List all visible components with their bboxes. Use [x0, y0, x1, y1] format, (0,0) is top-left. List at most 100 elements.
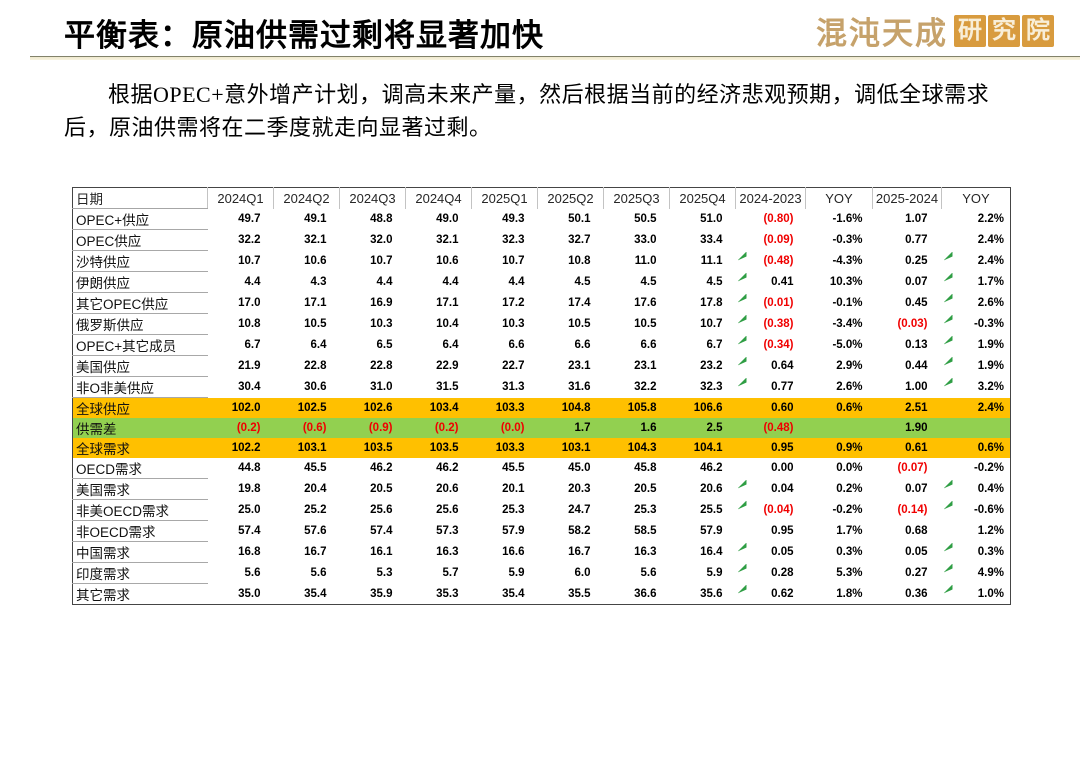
cell-value: 1.7% [977, 276, 1004, 288]
table-cell: 103.4 [405, 397, 472, 418]
table-cell: 1.0% [942, 584, 1011, 605]
table-cell: 45.0 [538, 458, 604, 479]
cell-value: 20.3 [568, 483, 591, 495]
table-cell: 51.0 [670, 209, 736, 230]
cell-value: 102.2 [231, 442, 261, 454]
table-cell: 16.3 [604, 542, 670, 563]
cell-value: 2.2% [977, 213, 1004, 225]
table-cell: 11.0 [604, 251, 670, 272]
row-label: OPEC+供应 [72, 208, 208, 230]
table-cell: 4.5 [604, 272, 670, 293]
row-label: 全球供应 [72, 397, 208, 418]
table-row: 供需差 (0.2) (0.6) (0.9) (0.2) (0.0) 1.7 1.6 2.5 (0.… [72, 418, 1011, 438]
cell-value: 10.3% [829, 276, 863, 288]
table-cell: 0.44 [873, 356, 942, 377]
cell-value: 17.1 [304, 297, 327, 309]
cell-value: 51.0 [700, 213, 723, 225]
table-cell: 20.5 [604, 479, 670, 500]
table-cell: 103.3 [471, 397, 538, 418]
table-cell: 0.4% [942, 479, 1011, 500]
cell-value: 49.3 [502, 213, 525, 225]
row-label: 供需差 [72, 418, 208, 438]
cell-value: 31.0 [370, 381, 393, 393]
cell-value: 6.7 [244, 339, 261, 351]
table-cell: (0.0) [471, 418, 538, 438]
green-flag-icon [943, 251, 953, 261]
cell-value: 50.1 [568, 213, 591, 225]
cell-value: 1.2% [977, 525, 1004, 537]
cell-value: 0.44 [905, 360, 928, 372]
table-cell: 104.3 [603, 438, 670, 458]
table-cell: 0.60 [735, 397, 806, 418]
cell-value: 25.3 [634, 504, 657, 516]
cell-value: 23.2 [700, 360, 723, 372]
cell-value: 1.7% [836, 525, 863, 537]
table-cell: 31.3 [472, 377, 538, 398]
cell-value: 25.5 [700, 504, 723, 516]
cell-value: 0.07 [905, 483, 928, 495]
table-cell: 0.9% [805, 438, 873, 458]
table-cell: 10.8 [538, 251, 604, 272]
table-cell: 16.9 [340, 293, 406, 314]
cell-value: 32.0 [370, 234, 393, 246]
cell-value: 10.8 [238, 318, 261, 330]
logo-suffix-char: 研 [954, 14, 986, 47]
cell-value: 23.1 [634, 360, 657, 372]
table-cell: 4.5 [538, 272, 604, 293]
cell-value: 0.41 [771, 276, 794, 288]
cell-value: 58.5 [634, 525, 657, 537]
cell-value: 0.3% [977, 546, 1004, 558]
table-cell: 35.9 [340, 584, 406, 605]
table-cell: 103.1 [537, 438, 604, 458]
table-cell: 31.5 [406, 377, 472, 398]
cell-value: 2.4% [977, 234, 1004, 246]
table-cell: 103.5 [339, 438, 406, 458]
table-cell: 45.5 [472, 458, 538, 479]
table-cell: -0.2% [942, 458, 1011, 479]
row-label: OECD需求 [72, 458, 208, 479]
cell-value: 4.5 [706, 276, 723, 288]
table-cell: 0.25 [873, 251, 942, 272]
cell-value: 0.4% [977, 483, 1004, 495]
green-flag-icon [737, 356, 747, 366]
table-cell: 0.3% [806, 542, 873, 563]
cell-value: 25.2 [304, 504, 327, 516]
table-cell: 0.6% [941, 438, 1011, 458]
balance-table: 日期 2024Q1 2024Q2 2024Q3 2024Q4 2025Q1 2025Q2 20… [72, 187, 1011, 605]
table-cell: 1.7% [806, 521, 873, 542]
cell-value: 103.1 [561, 442, 591, 454]
green-flag-icon [943, 272, 953, 282]
cell-value: 23.1 [568, 360, 591, 372]
cell-value: 32.1 [436, 234, 459, 246]
table-cell: 35.4 [274, 584, 340, 605]
cell-value: 0.04 [771, 483, 794, 495]
table-row: 全球需求 102.2 103.1 103.5 103.5 103.3 103.1 104.3 1… [72, 438, 1011, 458]
table-cell: 5.6 [208, 563, 274, 584]
column-header: 2025Q2 [537, 187, 604, 209]
table-cell: 20.4 [274, 479, 340, 500]
cell-value: 35.5 [568, 587, 591, 600]
cell-value: 103.3 [495, 442, 525, 454]
table-cell: 0.07 [873, 479, 942, 500]
cell-value: 24.7 [568, 504, 591, 516]
table-cell: 105.8 [603, 397, 670, 418]
cell-value: 6.0 [574, 567, 591, 579]
table-cell: 0.64 [736, 356, 806, 377]
table-cell: 35.0 [208, 584, 274, 605]
cell-value: 25.3 [502, 504, 525, 516]
table-cell: -4.3% [806, 251, 873, 272]
cell-value: 16.8 [238, 546, 261, 558]
cell-value: 0.6% [836, 401, 863, 414]
table-cell: 6.4 [274, 335, 340, 356]
cell-value: 6.6 [508, 339, 525, 351]
table-cell: 10.7 [670, 314, 736, 335]
cell-value: 5.6 [310, 567, 327, 579]
cell-value: 33.4 [700, 234, 723, 246]
table-cell: 32.0 [340, 230, 406, 251]
cell-value: 5.3% [836, 567, 863, 579]
summary-paragraph: 根据OPEC+意外增产计划，调高未来产量，然后根据当前的经济悲观预期，调低全球需… [64, 82, 990, 140]
cell-value: 2.6% [836, 381, 863, 393]
table-cell: 57.4 [208, 521, 274, 542]
table-cell: 0.28 [736, 563, 806, 584]
table-cell: 10.4 [406, 314, 472, 335]
